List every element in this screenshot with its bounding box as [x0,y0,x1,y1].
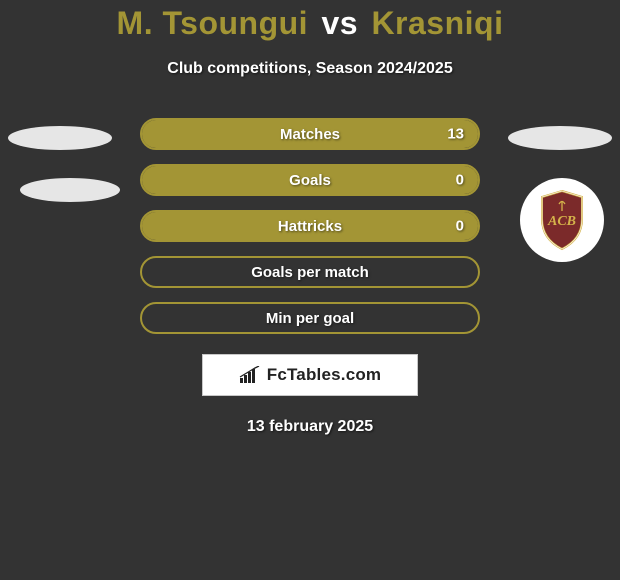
stat-label: Min per goal [266,310,354,327]
stat-value-right: 0 [456,218,464,235]
player1-club-placeholder-2 [20,178,120,202]
stat-row-hattricks: Hattricks 0 [140,210,480,242]
stat-row-goals: Goals 0 [140,164,480,196]
shield-icon: ACB [537,189,587,251]
player2-name: Krasniqi [371,5,503,41]
stat-row-min-per-goal: Min per goal [140,302,480,334]
player2-club-placeholder-1 [508,126,612,150]
stat-value-right: 0 [456,172,464,189]
svg-text:ACB: ACB [547,214,576,229]
stat-label: Goals [289,172,331,189]
bar-chart-icon [239,366,261,384]
player1-name: M. Tsoungui [117,5,309,41]
stat-label: Goals per match [251,264,369,281]
stat-value-right: 13 [447,126,464,143]
fctables-logo[interactable]: FcTables.com [202,354,418,396]
player1-club-placeholder-1 [8,126,112,150]
vs-label: vs [321,5,358,41]
stat-row-goals-per-match: Goals per match [140,256,480,288]
stat-label: Hattricks [278,218,342,235]
stat-row-matches: Matches 13 [140,118,480,150]
subtitle: Club competitions, Season 2024/2025 [0,60,620,78]
player2-club-badge: ACB [520,178,604,262]
date: 13 february 2025 [0,418,620,436]
comparison-title: M. Tsoungui vs Krasniqi [0,5,620,42]
logo-text: FcTables.com [267,365,382,385]
stat-label: Matches [280,126,340,143]
